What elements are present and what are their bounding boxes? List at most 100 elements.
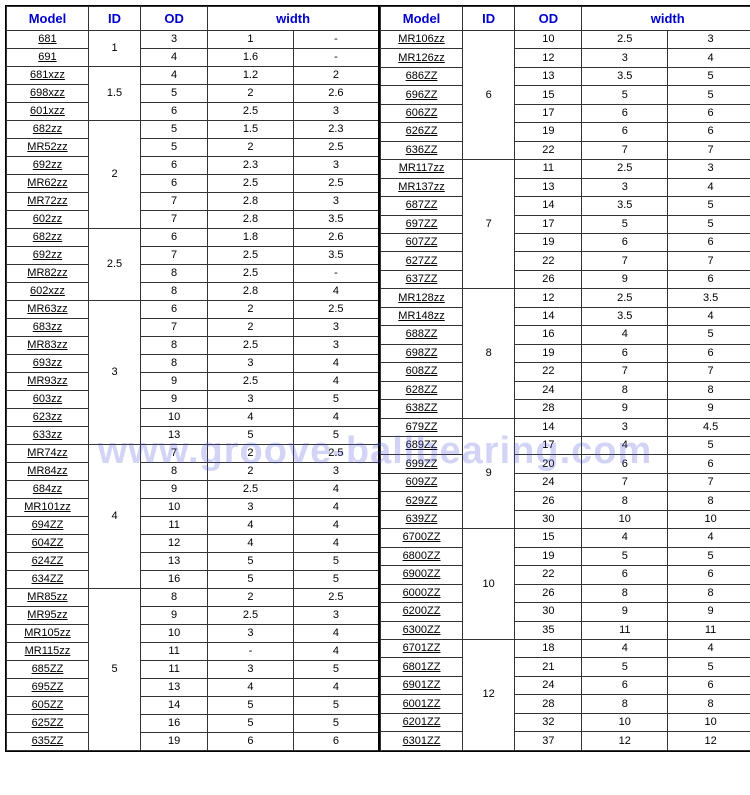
cell-model[interactable]: 6300ZZ <box>381 621 463 639</box>
cell-model[interactable]: MR83zz <box>7 337 89 355</box>
cell-od: 12 <box>515 289 582 307</box>
cell-model[interactable]: 689ZZ <box>381 436 463 454</box>
cell-model[interactable]: 699ZZ <box>381 455 463 473</box>
cell-model[interactable]: 697ZZ <box>381 215 463 233</box>
table-row: 608ZZ2277 <box>381 363 750 381</box>
cell-model[interactable]: 637ZZ <box>381 270 463 288</box>
cell-model[interactable]: 6900ZZ <box>381 566 463 584</box>
cell-model[interactable]: MR137zz <box>381 178 463 196</box>
cell-model[interactable]: 698ZZ <box>381 344 463 362</box>
cell-model[interactable]: 635ZZ <box>7 733 89 751</box>
cell-model[interactable]: 6201ZZ <box>381 713 463 731</box>
cell-model[interactable]: MR62zz <box>7 175 89 193</box>
cell-model[interactable]: MR101zz <box>7 499 89 517</box>
cell-model[interactable]: 687ZZ <box>381 197 463 215</box>
bearing-table-right: ModelIDODwidthMR106zz6102.53MR126zz12346… <box>380 6 750 751</box>
cell-model[interactable]: 685ZZ <box>7 661 89 679</box>
cell-model[interactable]: 6801ZZ <box>381 658 463 676</box>
cell-model[interactable]: 602zz <box>7 211 89 229</box>
cell-width1: 2.5 <box>582 160 668 178</box>
cell-model[interactable]: 601xzz <box>7 103 89 121</box>
cell-model[interactable]: MR52zz <box>7 139 89 157</box>
table-row: 602xzz82.84 <box>7 283 380 301</box>
cell-model[interactable]: 694ZZ <box>7 517 89 535</box>
cell-model[interactable]: 603zz <box>7 391 89 409</box>
cell-model[interactable]: MR84zz <box>7 463 89 481</box>
cell-id: 3 <box>88 301 140 445</box>
cell-model[interactable]: 6901ZZ <box>381 676 463 694</box>
cell-model[interactable]: 681xzz <box>7 67 89 85</box>
table-row: MR95zz92.53 <box>7 607 380 625</box>
cell-model[interactable]: 686ZZ <box>381 67 463 85</box>
cell-model[interactable]: 6200ZZ <box>381 603 463 621</box>
cell-width2: 3 <box>293 319 379 337</box>
cell-model[interactable]: MR74zz <box>7 445 89 463</box>
cell-width1: 7 <box>582 252 668 270</box>
cell-model[interactable]: 605ZZ <box>7 697 89 715</box>
cell-model[interactable]: 623zz <box>7 409 89 427</box>
cell-model[interactable]: 688ZZ <box>381 326 463 344</box>
cell-od: 14 <box>515 197 582 215</box>
cell-model[interactable]: 6000ZZ <box>381 584 463 602</box>
cell-model[interactable]: 681 <box>7 31 89 49</box>
cell-model[interactable]: 696ZZ <box>381 86 463 104</box>
cell-model[interactable]: 604ZZ <box>7 535 89 553</box>
cell-model[interactable]: MR128zz <box>381 289 463 307</box>
cell-model[interactable]: 6800ZZ <box>381 547 463 565</box>
cell-model[interactable]: MR148zz <box>381 307 463 325</box>
table-row: 681xzz1.541.22 <box>7 67 380 85</box>
cell-model[interactable]: 636ZZ <box>381 141 463 159</box>
cell-model[interactable]: 628ZZ <box>381 381 463 399</box>
cell-model[interactable]: MR117zz <box>381 160 463 178</box>
cell-width2: 3 <box>293 157 379 175</box>
cell-model[interactable]: 683zz <box>7 319 89 337</box>
cell-model[interactable]: 691 <box>7 49 89 67</box>
cell-model[interactable]: 633zz <box>7 427 89 445</box>
cell-width1: 5 <box>208 697 294 715</box>
cell-model[interactable]: 684zz <box>7 481 89 499</box>
table-row: 635ZZ1966 <box>7 733 380 751</box>
cell-model[interactable]: 693zz <box>7 355 89 373</box>
table-row: 692zz62.33 <box>7 157 380 175</box>
cell-model[interactable]: MR95zz <box>7 607 89 625</box>
cell-model[interactable]: 608ZZ <box>381 363 463 381</box>
cell-model[interactable]: MR126zz <box>381 49 463 67</box>
cell-width2: 6 <box>668 344 750 362</box>
cell-model[interactable]: MR82zz <box>7 265 89 283</box>
cell-model[interactable]: 639ZZ <box>381 510 463 528</box>
cell-model[interactable]: 602xzz <box>7 283 89 301</box>
cell-model[interactable]: 6301ZZ <box>381 732 463 751</box>
cell-model[interactable]: 695ZZ <box>7 679 89 697</box>
cell-model[interactable]: 692zz <box>7 247 89 265</box>
cell-model[interactable]: 6700ZZ <box>381 529 463 547</box>
cell-model[interactable]: 609ZZ <box>381 473 463 491</box>
cell-model[interactable]: 692zz <box>7 157 89 175</box>
cell-model[interactable]: MR115zz <box>7 643 89 661</box>
cell-model[interactable]: MR72zz <box>7 193 89 211</box>
cell-model[interactable]: MR85zz <box>7 589 89 607</box>
cell-model[interactable]: 626ZZ <box>381 123 463 141</box>
cell-width1: 3 <box>208 625 294 643</box>
cell-model[interactable]: 629ZZ <box>381 492 463 510</box>
cell-model[interactable]: 6001ZZ <box>381 695 463 713</box>
table-row: 604ZZ1244 <box>7 535 380 553</box>
cell-model[interactable]: 679ZZ <box>381 418 463 436</box>
cell-model[interactable]: MR106zz <box>381 31 463 49</box>
cell-model[interactable]: 682zz <box>7 121 89 139</box>
cell-model[interactable]: 682zz <box>7 229 89 247</box>
cell-model[interactable]: 606ZZ <box>381 104 463 122</box>
cell-model[interactable]: 624ZZ <box>7 553 89 571</box>
cell-model[interactable]: MR93zz <box>7 373 89 391</box>
cell-model[interactable]: MR63zz <box>7 301 89 319</box>
cell-model[interactable]: 6701ZZ <box>381 639 463 657</box>
cell-model[interactable]: 625ZZ <box>7 715 89 733</box>
cell-od: 14 <box>515 418 582 436</box>
cell-width1: 4 <box>208 535 294 553</box>
cell-width1: 4 <box>582 326 668 344</box>
cell-model[interactable]: MR105zz <box>7 625 89 643</box>
cell-model[interactable]: 638ZZ <box>381 400 463 418</box>
cell-model[interactable]: 698xzz <box>7 85 89 103</box>
cell-model[interactable]: 634ZZ <box>7 571 89 589</box>
cell-model[interactable]: 627ZZ <box>381 252 463 270</box>
cell-model[interactable]: 607ZZ <box>381 233 463 251</box>
